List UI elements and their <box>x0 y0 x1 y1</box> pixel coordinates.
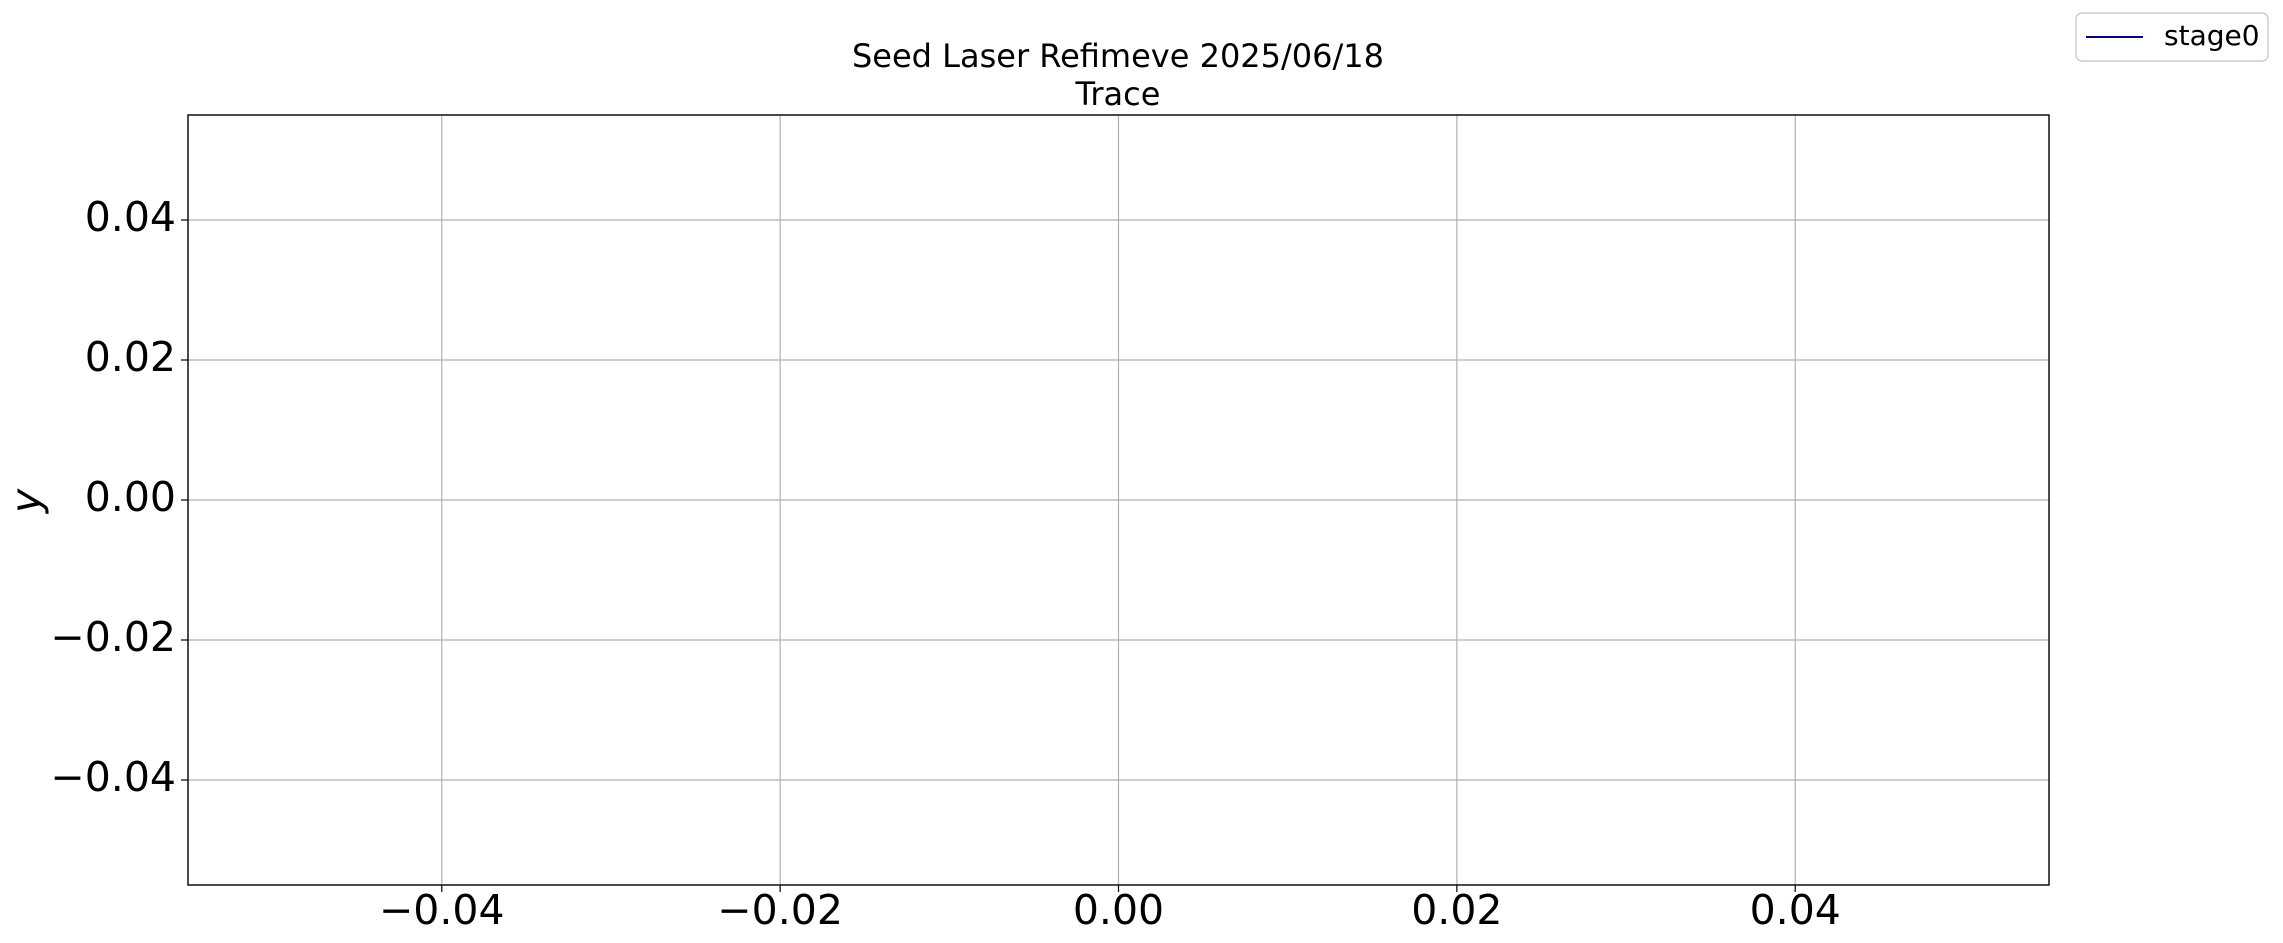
legend: stage0 <box>2075 12 2269 62</box>
y-tick-label: −0.04 <box>50 753 176 801</box>
legend-box <box>2075 12 2269 62</box>
y-tick-label: 0.00 <box>85 473 176 521</box>
chart-subtitle: Trace <box>1075 75 1161 113</box>
y-axis-label: y <box>2 488 50 515</box>
chart-title: Seed Laser Refimeve 2025/06/18 <box>852 37 1384 75</box>
x-tick-label: 0.04 <box>1750 886 1841 934</box>
x-tick-label: −0.02 <box>717 886 843 934</box>
y-tick-label: 0.02 <box>85 333 176 381</box>
y-tick-label: 0.04 <box>85 193 176 241</box>
x-tick-label: 0.02 <box>1411 886 1502 934</box>
grid <box>188 115 2049 885</box>
y-tick-label: −0.02 <box>50 613 176 661</box>
x-tick-label: −0.04 <box>379 886 505 934</box>
legend-label: stage0 <box>2164 19 2260 52</box>
x-tick-label: 0.00 <box>1073 886 1164 934</box>
